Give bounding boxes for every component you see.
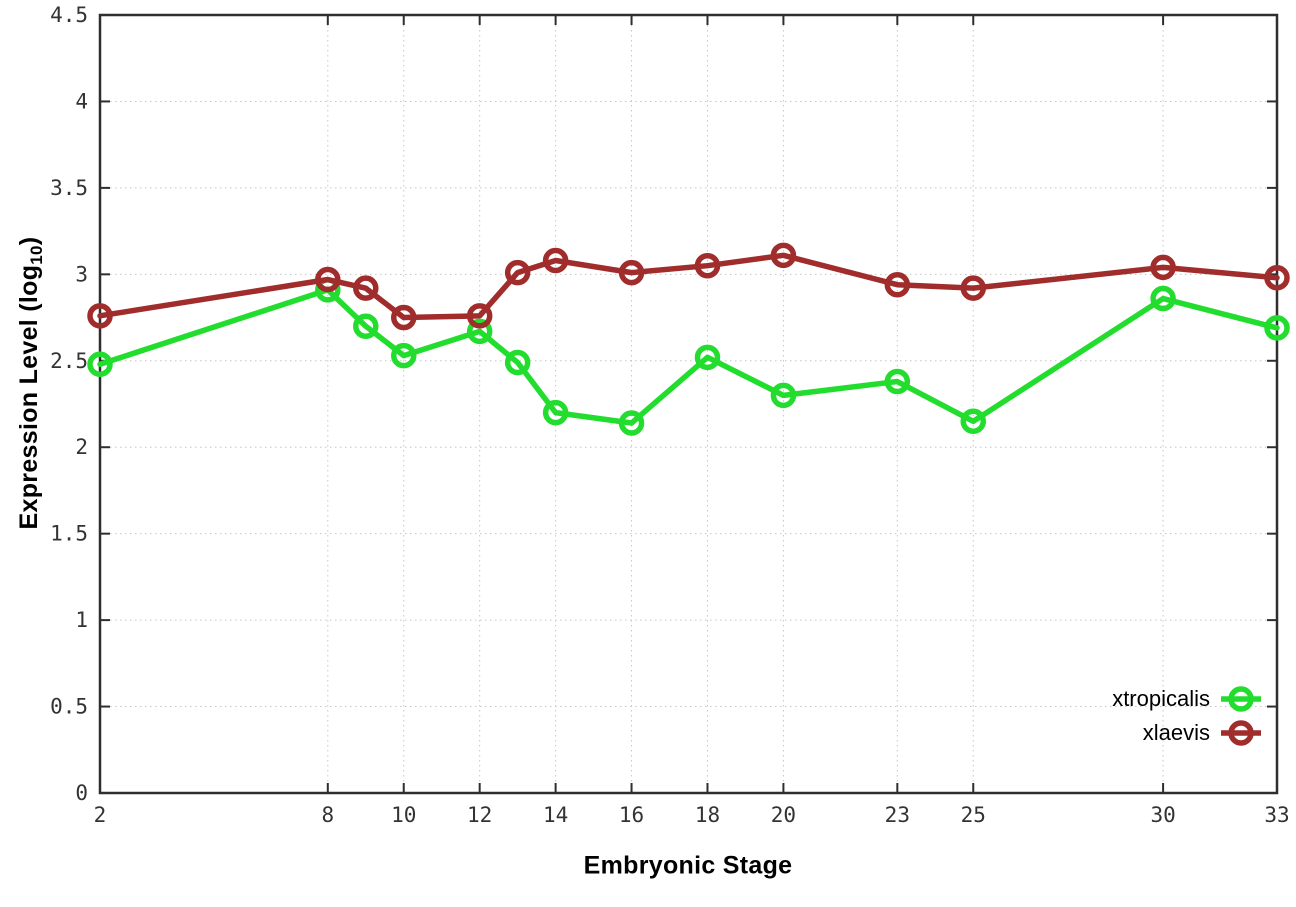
x-tick-label: 2 (94, 803, 107, 827)
data-point-marker (87, 351, 113, 377)
data-point-marker (542, 247, 569, 274)
x-tick-label: 8 (321, 803, 334, 827)
y-tick-label: 1 (75, 608, 88, 632)
y-axis-title-text: Expression Level (log (15, 264, 43, 530)
y-tick-label: 4 (75, 89, 88, 113)
x-tick-label: 18 (695, 803, 720, 827)
y-tick-label: 2.5 (50, 349, 88, 373)
data-point-marker (618, 410, 645, 436)
series-xlaevis (87, 242, 1290, 331)
data-point-marker (390, 342, 417, 369)
series-line (97, 287, 1280, 426)
x-tick-label: 14 (543, 803, 568, 827)
data-point-marker (1264, 265, 1290, 291)
data-point-marker (1264, 315, 1290, 341)
y-tick-label: 1.5 (50, 522, 88, 546)
legend-marker-icon (1221, 685, 1261, 712)
x-axis-title: Embryonic Stage (583, 851, 793, 880)
data-point-marker (1150, 254, 1176, 281)
legend-item-xlaevis: xlaevis (1143, 716, 1262, 749)
data-point-marker (466, 303, 493, 329)
gridlines (99, 14, 1278, 794)
x-tick-label: 10 (391, 803, 416, 827)
data-point-marker (960, 275, 987, 301)
series-xtropicalis (87, 277, 1290, 436)
y-axis-title-subscript: 10 (27, 245, 46, 265)
y-tick-label: 3 (75, 262, 88, 286)
data-point-marker (542, 399, 569, 426)
y-tick-label: 0 (75, 781, 88, 805)
data-point-marker (87, 303, 113, 329)
data-point-marker (504, 259, 531, 286)
legend-item-xtropicalis: xtropicalis (1112, 682, 1262, 715)
data-point-marker (884, 271, 911, 298)
x-tick-label: 25 (961, 803, 986, 827)
legend-item-label: xtropicalis (1112, 685, 1210, 711)
x-tick-label: 33 (1264, 803, 1289, 827)
x-tick-label: 23 (885, 803, 910, 827)
data-point-marker (504, 349, 531, 376)
y-tick-label: 0.5 (50, 695, 88, 719)
y-tick-label: 4.5 (50, 3, 88, 27)
legend: xtropicalis xlaevis (1112, 682, 1262, 749)
x-tick-label: 30 (1150, 803, 1175, 827)
y-tick-label: 3.5 (50, 176, 88, 200)
legend-marker-icon (1221, 719, 1261, 746)
x-tick-label: 20 (771, 803, 796, 827)
data-point-marker (694, 252, 721, 279)
data-point-marker (353, 275, 379, 301)
legend-item-label: xlaevis (1142, 719, 1210, 745)
data-point-marker (960, 408, 987, 435)
data-point-marker (770, 382, 797, 409)
data-point-marker (390, 304, 417, 331)
x-tick-label: 16 (619, 803, 644, 827)
tick-marks (99, 14, 1278, 794)
tick-labels: 2 8 10 12 14 16 18 20 23 25 30 33 0 0.5 1 1.5 2 2.5 3 3.5 4 4… (50, 3, 1290, 827)
data-point-marker (353, 313, 379, 339)
data-point-marker (466, 318, 493, 345)
y-axis-title-suffix: ) (15, 236, 43, 246)
data-point-marker (770, 242, 797, 269)
data-point-marker (884, 368, 911, 395)
y-tick-label: 2 (75, 435, 88, 459)
data-point-marker (315, 266, 341, 293)
data-point-marker (618, 259, 645, 286)
data-point-marker (1150, 285, 1176, 312)
x-tick-label: 12 (467, 803, 492, 827)
y-axis-title: Expression Level (log10) (15, 237, 47, 530)
plot-border (98, 13, 1279, 795)
data-point-marker (694, 344, 721, 371)
